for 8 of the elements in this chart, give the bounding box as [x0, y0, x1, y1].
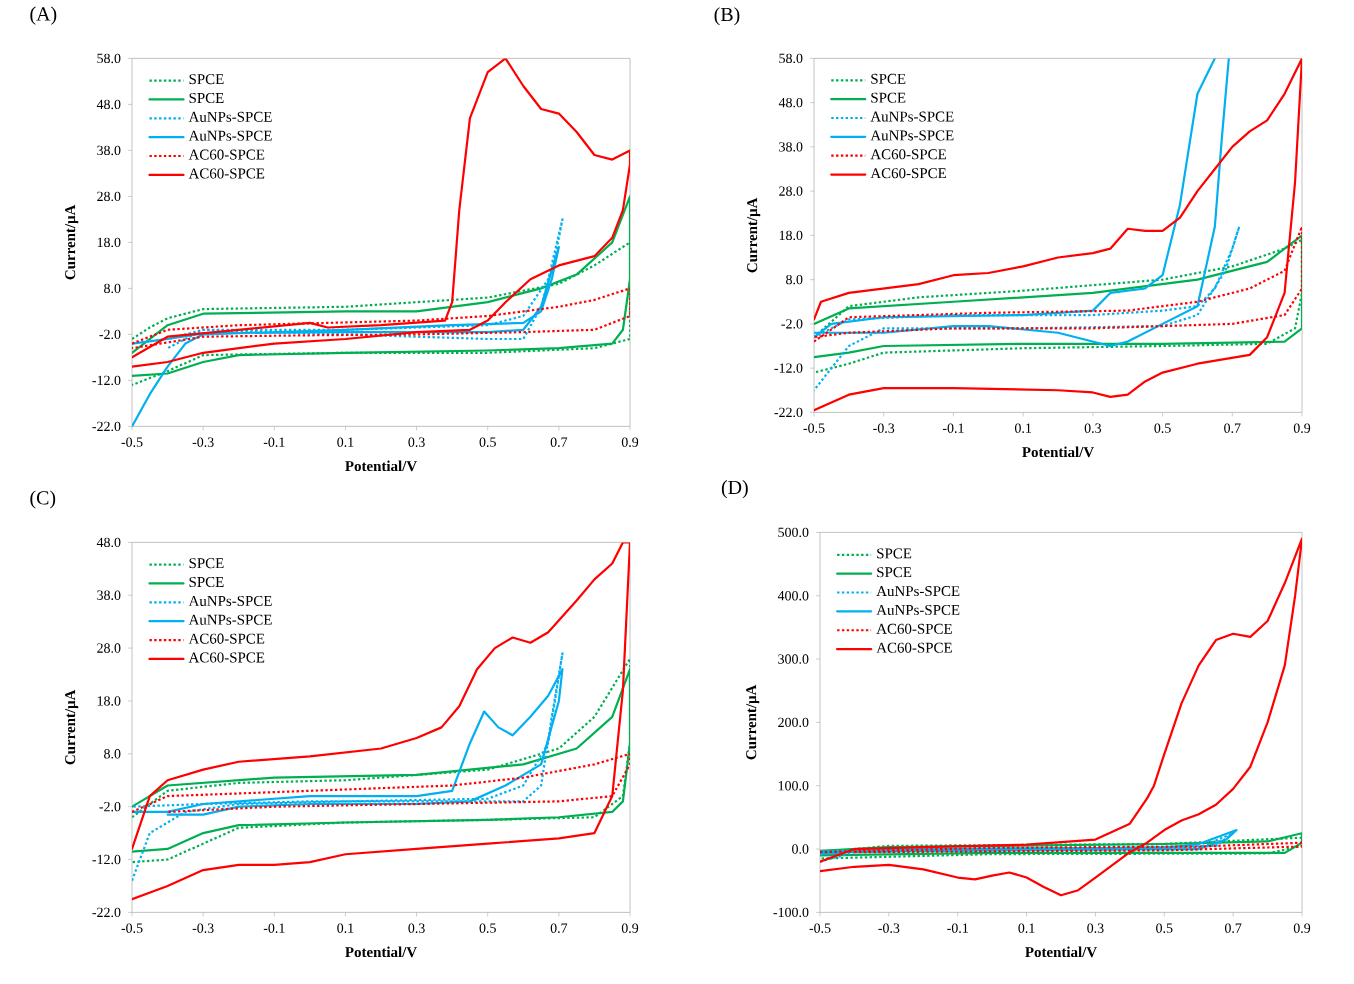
line-series — [814, 58, 1303, 412]
chart-title: (C) — [30, 490, 56, 509]
line-series — [132, 542, 631, 901]
line-series — [820, 537, 1303, 897]
chart-title: (B) — [714, 6, 740, 26]
chart-title: (A) — [30, 6, 57, 25]
chart-title: (D) — [721, 479, 748, 499]
line-series — [132, 58, 631, 368]
